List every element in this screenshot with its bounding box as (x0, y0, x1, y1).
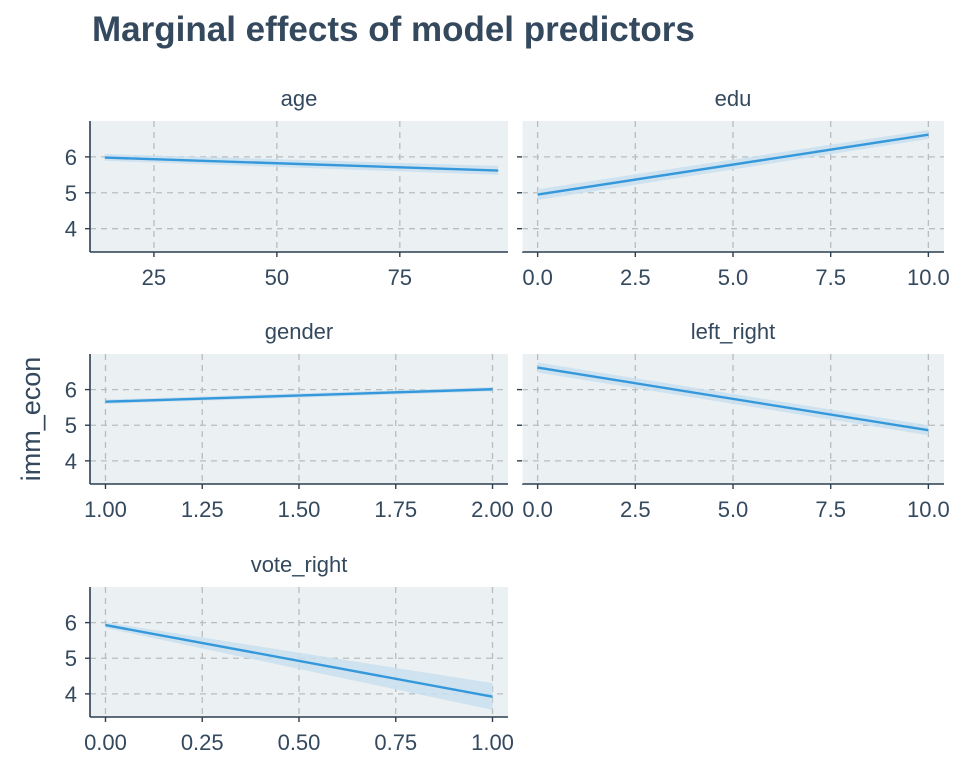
y-tick-label: 6 (65, 611, 77, 636)
x-tick-label: 1.25 (181, 497, 224, 522)
panel-edu: 0.0 2.5 5.0 7.5 10.0 edu (517, 86, 950, 290)
chart-title: Marginal effects of model predictors (92, 10, 695, 49)
x-tick-label: 50 (265, 265, 289, 290)
x-tick-label: 7.5 (815, 497, 846, 522)
effect-line (105, 388, 493, 403)
effect-line (105, 623, 493, 698)
x-tick-label: 0.00 (84, 730, 127, 755)
x-tick-label: 5.0 (718, 265, 749, 290)
panel-title: vote_right (251, 552, 348, 577)
panel-age: 4 5 6 25 50 75 age (65, 86, 508, 290)
x-tick-label: 2.00 (471, 497, 514, 522)
y-tick-label: 6 (65, 145, 77, 170)
x-tick-label: 75 (388, 265, 412, 290)
x-tick-label: 0.75 (374, 730, 417, 755)
panel-title: edu (715, 86, 752, 111)
x-tick-label: 2.5 (620, 497, 651, 522)
y-tick-label: 4 (65, 449, 77, 474)
x-tick-label: 1.50 (278, 497, 321, 522)
x-tick-label: 0.25 (181, 730, 224, 755)
panel-title: age (281, 86, 318, 111)
x-tick-label: 0.0 (522, 497, 553, 522)
x-tick-label: 1.75 (374, 497, 417, 522)
x-tick-label: 10.0 (907, 497, 950, 522)
x-tick-label: 5.0 (718, 497, 749, 522)
y-tick-label: 6 (65, 378, 77, 403)
effect-line (104, 156, 499, 172)
x-tick-label: 0.0 (522, 265, 553, 290)
panel-vote_right: 4 5 6 0.00 0.25 0.50 0.75 1.00 vote_right (65, 552, 514, 755)
x-tick-label: 0.50 (278, 730, 321, 755)
panel-title: gender (265, 319, 334, 344)
x-tick-label: 2.5 (620, 265, 651, 290)
y-tick-label: 5 (65, 646, 77, 671)
y-tick-label: 5 (65, 181, 77, 206)
y-tick-label: 4 (65, 217, 77, 242)
panel-left_right: 0.0 2.5 5.0 7.5 10.0 left_right (517, 319, 950, 522)
panel-gender: 4 5 6 1.00 1.25 1.50 1.75 2.00 gender (65, 319, 514, 522)
x-tick-label: 1.00 (84, 497, 127, 522)
y-tick-label: 4 (65, 682, 77, 707)
x-tick-label: 1.00 (471, 730, 514, 755)
x-tick-label: 10.0 (907, 265, 950, 290)
y-tick-label: 5 (65, 413, 77, 438)
panel-title: left_right (691, 319, 775, 344)
effect-line (537, 133, 929, 196)
x-tick-label: 25 (142, 265, 166, 290)
panel-background (90, 121, 508, 252)
x-tick-label: 7.5 (815, 265, 846, 290)
effect-line (537, 366, 929, 432)
panel-background (90, 354, 508, 484)
y-axis-label: imm_econ (16, 357, 46, 482)
